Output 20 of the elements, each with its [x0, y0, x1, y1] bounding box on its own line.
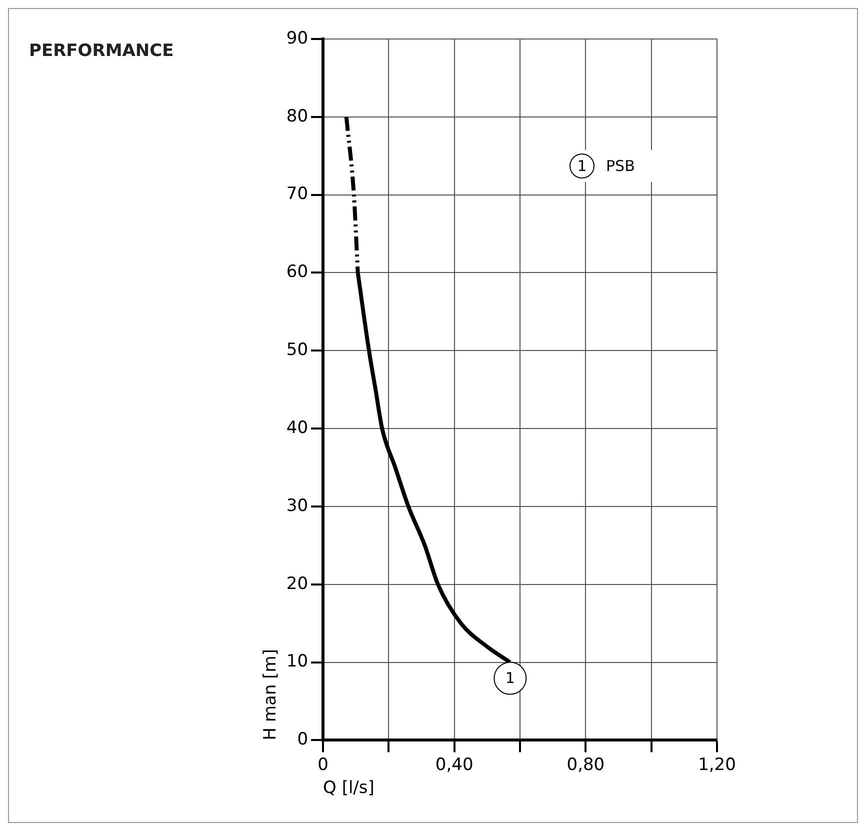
x-tick-label: 0,40 [435, 754, 474, 775]
y-tick-label: 80 [286, 106, 308, 126]
y-tick-label: 50 [286, 340, 308, 360]
x-tick-label: 1,20 [698, 754, 736, 775]
y-tick-label: 20 [286, 574, 308, 594]
y-tick-label: 30 [286, 496, 308, 516]
y-tick-label: 0 [297, 730, 308, 750]
y-tick-label: 60 [286, 262, 308, 282]
x-tick-label: 0 [318, 754, 328, 775]
y-tick-label: 40 [286, 418, 308, 438]
y-tick-label: 90 [286, 28, 308, 48]
y-tick-label: 10 [286, 652, 308, 672]
text: PERFORMANCE [29, 41, 174, 61]
legend-label: PSB [606, 156, 635, 175]
y-axis-title: H man [m] [260, 649, 281, 740]
text: 1 [577, 156, 587, 175]
annotation: 1 [505, 669, 515, 688]
x-axis-title: Q [l/s] [323, 778, 374, 798]
x-tick-label: 0,80 [566, 754, 605, 775]
y-tick-label: 70 [286, 184, 308, 204]
